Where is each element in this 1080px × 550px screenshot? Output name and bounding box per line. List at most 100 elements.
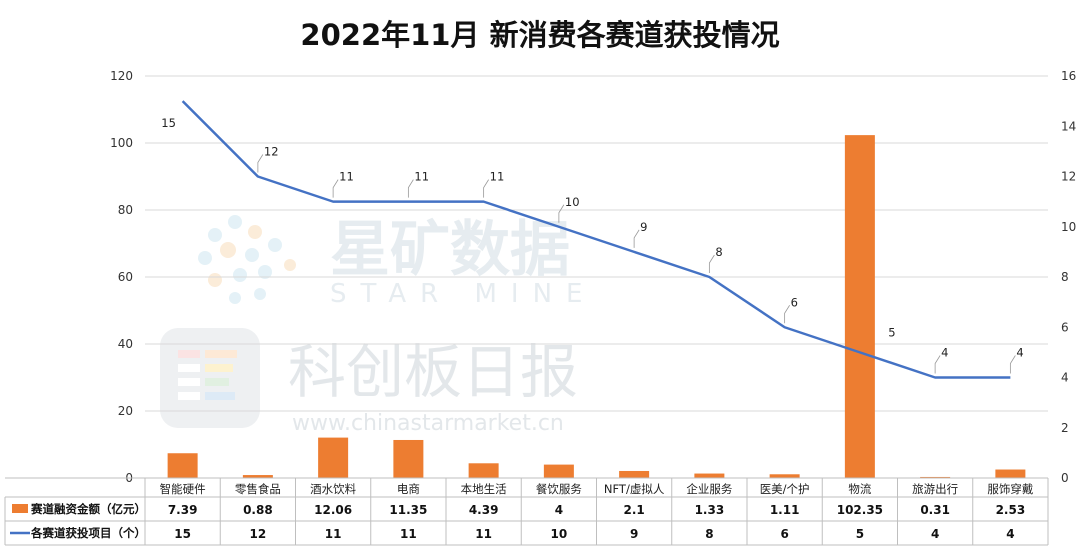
category-label: 物流	[848, 482, 871, 496]
bar	[393, 439, 424, 478]
bar-value-cell: 4.39	[469, 503, 499, 517]
line-value-cell: 12	[250, 527, 267, 541]
leader-line	[784, 305, 790, 324]
y-left-tick-label: 80	[118, 203, 133, 217]
line-value-cell: 11	[400, 527, 417, 541]
line-value-cell: 15	[174, 527, 191, 541]
y-right-tick-label: 4	[1061, 371, 1069, 385]
leader-line	[633, 229, 640, 248]
watermark-brand-cn: 星矿数据	[330, 215, 570, 285]
line-value-cell: 10	[551, 527, 568, 541]
legend-line-label: 各赛道获投项目（个）	[30, 526, 146, 540]
line-data-label: 4	[941, 346, 948, 360]
bar-value-cell: 12.06	[314, 503, 352, 517]
category-label: 餐饮服务	[536, 482, 582, 496]
legend-bar-label: 赛道融资金额（亿元）	[30, 502, 146, 516]
line-data-label: 9	[640, 220, 647, 234]
category-label: 企业服务	[686, 482, 732, 496]
bar-value-cell: 1.11	[770, 503, 800, 517]
line-data-label: 12	[264, 145, 279, 159]
bar	[468, 463, 499, 478]
leader-line	[332, 179, 339, 198]
leader-line	[558, 204, 565, 223]
line-data-label: 11	[414, 170, 429, 184]
line-data-label: 5	[888, 325, 895, 339]
line-data-label: 15	[161, 116, 176, 130]
bar-value-cell: 1.33	[695, 503, 725, 517]
leader-line	[257, 154, 264, 173]
watermark-brand-en: STAR MINE	[330, 279, 596, 309]
series-line	[181, 100, 1011, 379]
y-right-tick-label: 0	[1061, 471, 1069, 485]
y-left-tick-label: 120	[110, 69, 133, 83]
bar-value-cell: 4	[555, 503, 563, 517]
watermark-url: www.chinastarmarket.cn	[292, 411, 564, 436]
bar-value-cell: 2.53	[996, 503, 1026, 517]
category-label: 医美/个护	[760, 482, 810, 496]
category-label: 电商	[397, 482, 420, 496]
category-label: NFT/虚拟人	[604, 482, 665, 496]
bar	[318, 437, 349, 478]
line-data-label: 4	[1016, 346, 1023, 360]
y-right-tick-label: 10	[1061, 220, 1076, 234]
y-right-tick-label: 16	[1061, 69, 1076, 83]
leader-line	[934, 355, 941, 374]
bar-value-cell: 0.31	[920, 503, 950, 517]
bar-value-cell: 0.88	[243, 503, 273, 517]
y-left-tick-label: 20	[118, 404, 133, 418]
chart-title: 2022年11月 新消费各赛道获投情况	[300, 18, 780, 52]
category-label: 零售食品	[235, 482, 281, 496]
legend-bar-swatch	[12, 504, 28, 513]
line-value-cell: 9	[630, 527, 638, 541]
category-label: 本地生活	[461, 482, 507, 496]
y-left-tick-label: 60	[118, 270, 133, 284]
line-value-cell: 11	[475, 527, 492, 541]
y-right-tick-label: 8	[1061, 270, 1069, 284]
bar	[995, 469, 1026, 478]
y-right-tick-label: 2	[1061, 421, 1069, 435]
data-table: 智能硬件 7.39 15 零售食品 0.88 12 酒水饮料 12.06 11 电商 11.35 11…	[4, 477, 1049, 546]
y-right-tick-label: 12	[1061, 170, 1076, 184]
line-value-cell: 6	[780, 527, 788, 541]
bar	[769, 474, 800, 478]
star-mine-logo-icon	[198, 215, 296, 304]
line-data-label: 11	[490, 170, 505, 184]
y-left-tick-label: 40	[118, 337, 133, 351]
y-left-tick-label: 100	[110, 136, 133, 150]
category-label: 旅游出行	[912, 482, 958, 496]
line-value-cell: 4	[931, 527, 939, 541]
category-label: 服饰穿戴	[987, 482, 1033, 496]
line-data-label: 11	[339, 170, 354, 184]
line-value-cell: 8	[705, 527, 713, 541]
publisher-logo-icon	[160, 328, 260, 428]
line-data-label: 10	[565, 195, 580, 209]
y-right-tick-label: 6	[1061, 320, 1069, 334]
y-right-tick-label: 14	[1061, 119, 1076, 133]
line-value-cell: 11	[325, 527, 342, 541]
line-value-cell: 4	[1006, 527, 1014, 541]
watermark: 星矿数据 STAR MINE 科创板日报 www.chinastarmarket…	[160, 215, 596, 436]
line-data-label: 6	[791, 295, 798, 309]
bar	[844, 135, 875, 478]
line-data-label: 8	[715, 245, 722, 259]
bar-value-cell: 102.35	[837, 503, 883, 517]
gridlines	[145, 75, 1048, 479]
bar	[242, 475, 273, 478]
bar-value-cell: 2.1	[623, 503, 644, 517]
bar	[920, 476, 951, 478]
bar	[167, 453, 198, 478]
watermark-publisher: 科创板日报	[288, 338, 578, 406]
leader-line	[708, 254, 715, 273]
leader-line	[483, 179, 489, 198]
bar-value-cell: 7.39	[168, 503, 198, 517]
bar	[619, 470, 650, 478]
line-series: 15 12 11 11 11 10 9 8 6 5 4 4	[161, 100, 1024, 379]
bar-value-cell: 11.35	[389, 503, 427, 517]
line-value-cell: 5	[856, 527, 864, 541]
bar-series	[167, 135, 1026, 478]
category-label: 智能硬件	[160, 482, 206, 496]
bar	[543, 464, 574, 478]
bar	[694, 473, 725, 478]
category-label: 酒水饮料	[310, 482, 356, 496]
